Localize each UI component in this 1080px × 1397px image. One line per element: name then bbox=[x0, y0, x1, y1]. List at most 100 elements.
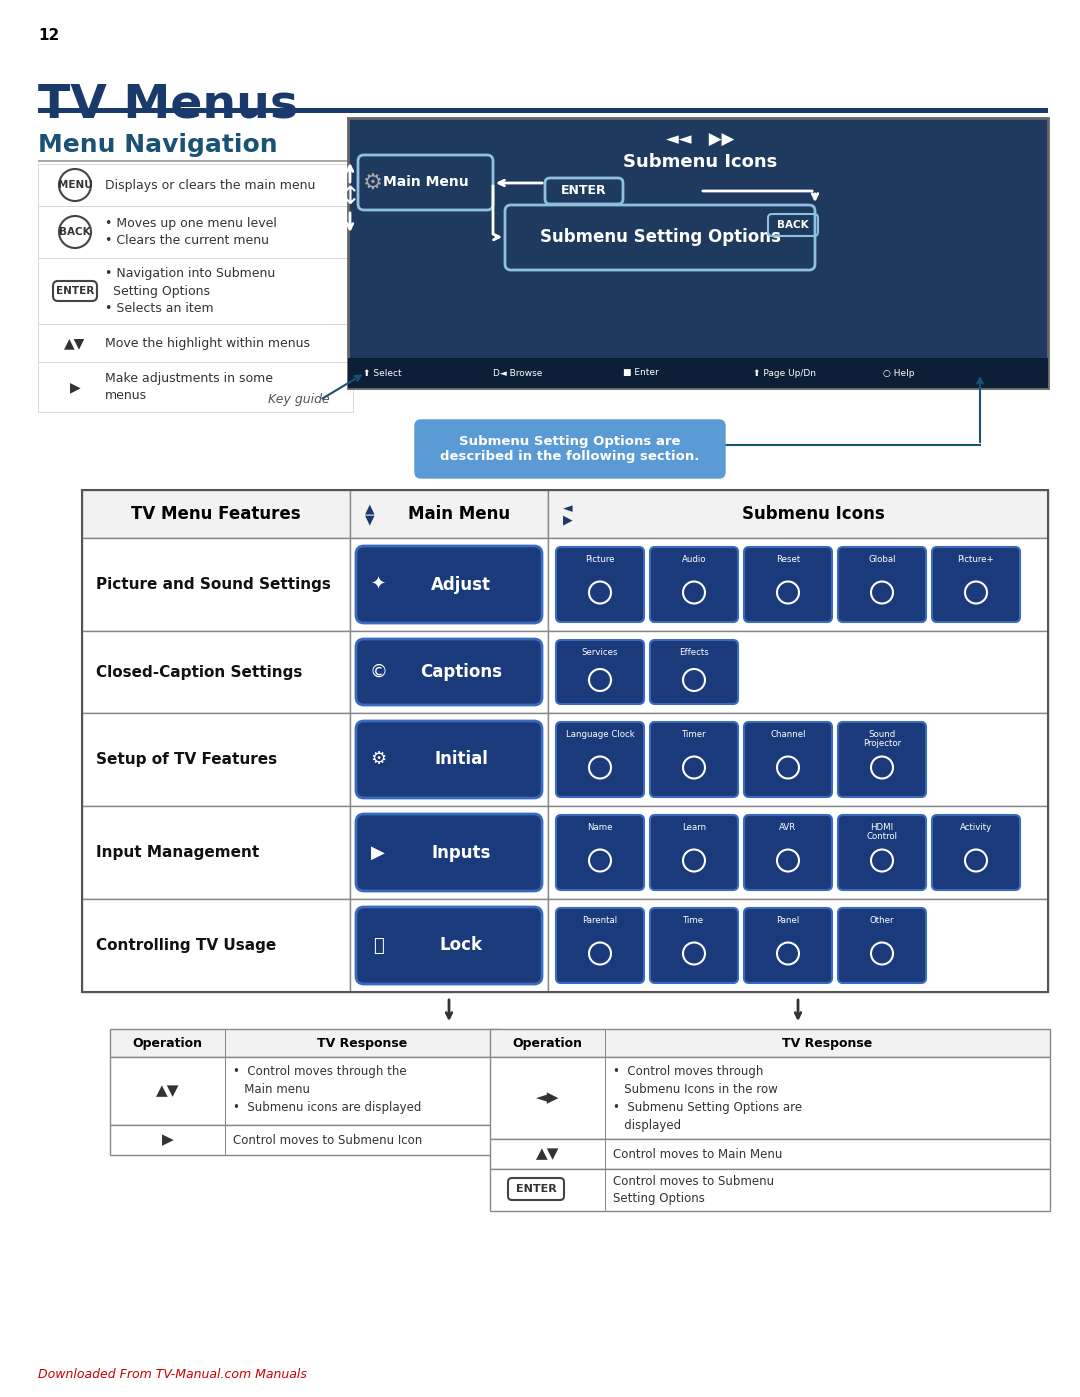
Text: ENTER: ENTER bbox=[562, 184, 607, 197]
FancyBboxPatch shape bbox=[356, 546, 542, 623]
FancyBboxPatch shape bbox=[838, 548, 926, 622]
Text: •  Control moves through the
   Main menu
•  Submenu icons are displayed: • Control moves through the Main menu • … bbox=[233, 1065, 421, 1113]
Text: ⬆ Page Up/Dn: ⬆ Page Up/Dn bbox=[753, 369, 816, 377]
Text: Main Menu: Main Menu bbox=[408, 504, 510, 522]
Text: Parental: Parental bbox=[582, 916, 618, 925]
Text: Control moves to Submenu
Setting Options: Control moves to Submenu Setting Options bbox=[613, 1175, 774, 1206]
Text: Operation: Operation bbox=[513, 1037, 582, 1049]
Text: ©: © bbox=[369, 664, 387, 680]
FancyBboxPatch shape bbox=[38, 324, 353, 362]
FancyBboxPatch shape bbox=[38, 258, 353, 324]
Text: Reset: Reset bbox=[775, 555, 800, 564]
FancyBboxPatch shape bbox=[556, 640, 644, 704]
FancyBboxPatch shape bbox=[548, 631, 1048, 712]
Text: Language Clock: Language Clock bbox=[566, 731, 634, 739]
Text: ▲▼: ▲▼ bbox=[536, 1147, 559, 1161]
FancyBboxPatch shape bbox=[415, 420, 725, 478]
Text: Control moves to Submenu Icon: Control moves to Submenu Icon bbox=[233, 1133, 422, 1147]
FancyBboxPatch shape bbox=[82, 900, 350, 992]
FancyBboxPatch shape bbox=[490, 1030, 1050, 1058]
FancyBboxPatch shape bbox=[356, 814, 542, 891]
FancyBboxPatch shape bbox=[650, 908, 738, 983]
Text: Input Management: Input Management bbox=[96, 845, 259, 861]
Text: TV Response: TV Response bbox=[782, 1037, 873, 1049]
FancyBboxPatch shape bbox=[82, 806, 350, 900]
FancyBboxPatch shape bbox=[82, 712, 350, 806]
FancyBboxPatch shape bbox=[548, 712, 1048, 806]
FancyBboxPatch shape bbox=[38, 362, 353, 412]
FancyBboxPatch shape bbox=[356, 721, 542, 798]
Text: • Moves up one menu level
• Clears the current menu: • Moves up one menu level • Clears the c… bbox=[105, 217, 276, 247]
Text: TV Menus: TV Menus bbox=[38, 82, 298, 127]
FancyBboxPatch shape bbox=[350, 490, 548, 538]
Text: Sound: Sound bbox=[868, 731, 895, 739]
Text: Menu Navigation: Menu Navigation bbox=[38, 133, 278, 156]
Text: Picture and Sound Settings: Picture and Sound Settings bbox=[96, 577, 330, 592]
Text: ○ Help: ○ Help bbox=[883, 369, 915, 377]
FancyBboxPatch shape bbox=[556, 722, 644, 798]
FancyBboxPatch shape bbox=[38, 161, 348, 162]
FancyBboxPatch shape bbox=[110, 1030, 500, 1058]
FancyBboxPatch shape bbox=[350, 631, 548, 712]
FancyBboxPatch shape bbox=[838, 814, 926, 890]
Text: TV Response: TV Response bbox=[318, 1037, 407, 1049]
FancyBboxPatch shape bbox=[356, 907, 542, 983]
FancyBboxPatch shape bbox=[38, 163, 353, 205]
Text: BACK: BACK bbox=[778, 219, 809, 231]
FancyBboxPatch shape bbox=[348, 358, 1048, 388]
Text: Global: Global bbox=[868, 555, 895, 564]
FancyBboxPatch shape bbox=[650, 548, 738, 622]
FancyBboxPatch shape bbox=[53, 281, 97, 300]
FancyBboxPatch shape bbox=[38, 205, 353, 258]
FancyBboxPatch shape bbox=[508, 1178, 564, 1200]
Text: Audio: Audio bbox=[681, 555, 706, 564]
FancyBboxPatch shape bbox=[744, 814, 832, 890]
Text: ▲
▼: ▲ ▼ bbox=[365, 502, 375, 527]
Text: Operation: Operation bbox=[133, 1037, 203, 1049]
Text: ▲▼: ▲▼ bbox=[156, 1084, 179, 1098]
Text: Submenu Icons: Submenu Icons bbox=[742, 504, 885, 522]
Text: Move the highlight within menus: Move the highlight within menus bbox=[105, 337, 310, 349]
FancyBboxPatch shape bbox=[350, 900, 548, 992]
FancyBboxPatch shape bbox=[548, 806, 1048, 900]
FancyBboxPatch shape bbox=[490, 1058, 1050, 1139]
FancyBboxPatch shape bbox=[548, 538, 1048, 631]
Text: ▲▼: ▲▼ bbox=[65, 337, 85, 351]
FancyBboxPatch shape bbox=[350, 538, 548, 631]
Text: MENU: MENU bbox=[57, 180, 93, 190]
Text: AVR: AVR bbox=[780, 823, 797, 833]
Text: HDMI: HDMI bbox=[870, 823, 893, 833]
Text: ▶: ▶ bbox=[162, 1133, 174, 1147]
Text: ▶: ▶ bbox=[70, 380, 80, 394]
Text: 12: 12 bbox=[38, 28, 59, 43]
FancyBboxPatch shape bbox=[556, 908, 644, 983]
Text: Key guide: Key guide bbox=[268, 394, 329, 407]
Text: Learn: Learn bbox=[681, 823, 706, 833]
Text: Control: Control bbox=[866, 833, 897, 841]
FancyBboxPatch shape bbox=[548, 900, 1048, 992]
Text: TV Menu Features: TV Menu Features bbox=[131, 504, 301, 522]
Text: ⚙: ⚙ bbox=[370, 750, 386, 768]
FancyBboxPatch shape bbox=[556, 548, 644, 622]
Text: ◄▶: ◄▶ bbox=[536, 1091, 559, 1105]
Text: Services: Services bbox=[582, 648, 618, 657]
Text: Submenu Icons: Submenu Icons bbox=[623, 154, 778, 170]
FancyBboxPatch shape bbox=[932, 814, 1020, 890]
Text: Displays or clears the main menu: Displays or clears the main menu bbox=[105, 179, 315, 191]
FancyBboxPatch shape bbox=[548, 490, 1048, 538]
Text: Inputs: Inputs bbox=[431, 844, 490, 862]
Text: Downloaded From TV-Manual.com Manuals: Downloaded From TV-Manual.com Manuals bbox=[38, 1368, 307, 1382]
Text: Effects: Effects bbox=[679, 648, 708, 657]
Text: D◄ Browse: D◄ Browse bbox=[492, 369, 542, 377]
FancyBboxPatch shape bbox=[650, 722, 738, 798]
Text: Other: Other bbox=[869, 916, 894, 925]
Text: • Navigation into Submenu
  Setting Options
• Selects an item: • Navigation into Submenu Setting Option… bbox=[105, 267, 275, 314]
FancyBboxPatch shape bbox=[556, 814, 644, 890]
Text: Channel: Channel bbox=[770, 731, 806, 739]
Text: •  Control moves through
   Submenu Icons in the row
•  Submenu Setting Options : • Control moves through Submenu Icons in… bbox=[613, 1065, 802, 1132]
Text: Captions: Captions bbox=[420, 664, 502, 680]
FancyBboxPatch shape bbox=[350, 712, 548, 806]
Text: ◄◄   ▶▶: ◄◄ ▶▶ bbox=[666, 131, 734, 149]
Text: ↕: ↕ bbox=[339, 184, 361, 210]
FancyBboxPatch shape bbox=[838, 722, 926, 798]
